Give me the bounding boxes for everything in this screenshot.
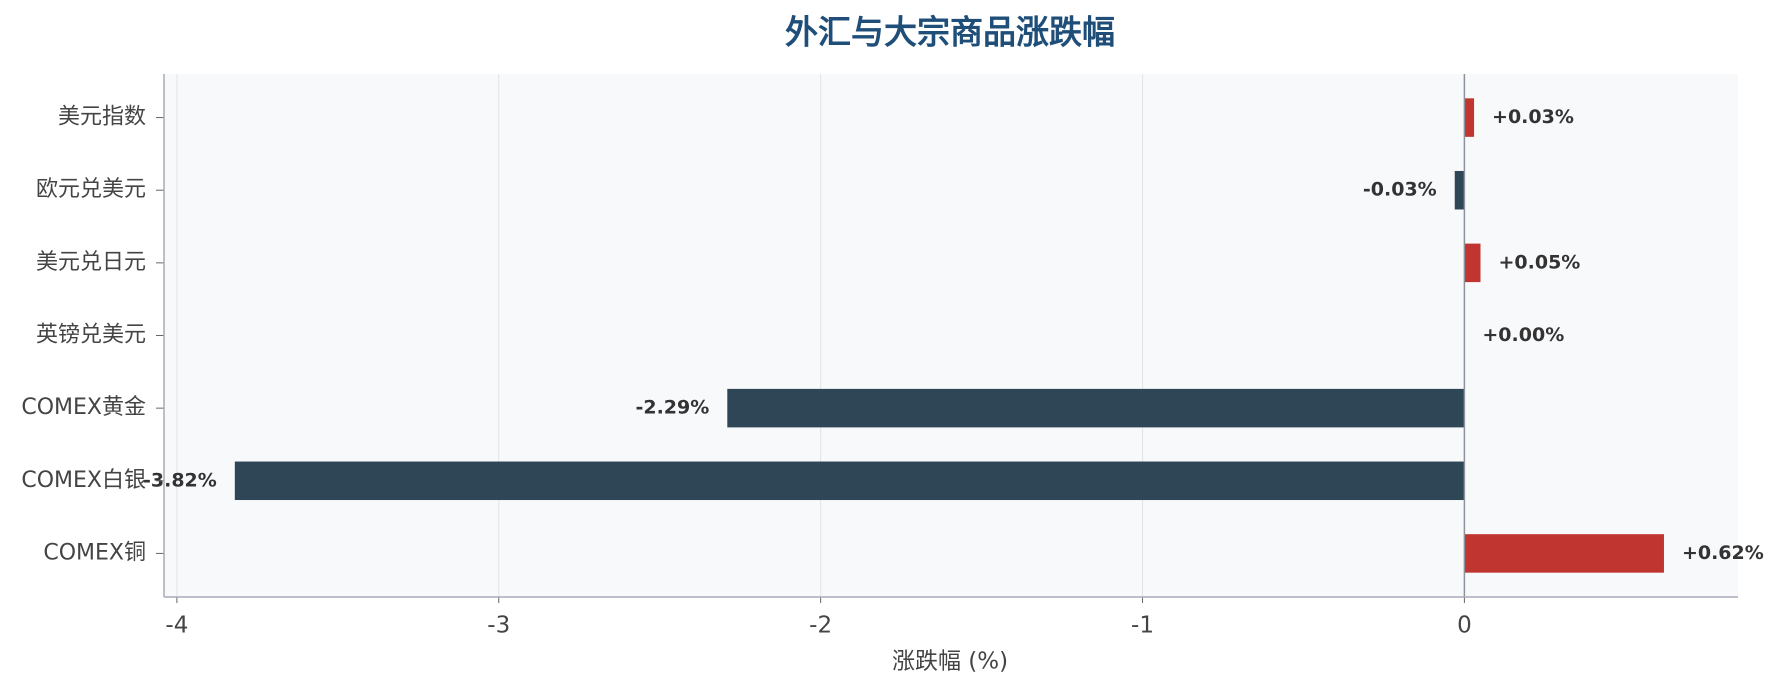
bar [727, 388, 1465, 428]
value-label: -0.03% [1363, 179, 1437, 201]
x-tick-label: -1 [1131, 613, 1154, 639]
x-tick-label: -3 [487, 613, 510, 639]
x-tick-label: -2 [809, 613, 832, 639]
value-label: +0.05% [1498, 251, 1580, 273]
value-label: +0.62% [1682, 542, 1764, 564]
value-label: +0.00% [1482, 324, 1564, 346]
y-tick-label: 美元兑日元 [36, 250, 146, 275]
x-axis-label: 涨跌幅 (%) [892, 649, 1008, 675]
x-tick-label: -4 [165, 613, 188, 639]
bar [1464, 98, 1475, 137]
y-tick-label: 美元指数 [58, 105, 146, 130]
bar [1464, 534, 1664, 573]
value-label: +0.03% [1492, 106, 1574, 128]
plot-area [164, 74, 1738, 597]
bar [1454, 170, 1465, 210]
value-label: -3.82% [143, 469, 217, 491]
chart-title: 外汇与大宗商品涨跌幅 [785, 13, 1115, 52]
bar [1464, 243, 1481, 283]
value-label: -2.29% [635, 397, 709, 419]
y-tick-label: 英镑兑美元 [36, 323, 146, 348]
y-tick-label: 欧元兑美元 [36, 177, 146, 202]
x-tick-label: 0 [1457, 613, 1472, 639]
bar [234, 461, 1465, 501]
y-tick-label: COMEX铜 [43, 540, 146, 565]
y-tick-label: COMEX白银 [21, 468, 146, 493]
y-tick-label: COMEX黄金 [21, 395, 146, 420]
